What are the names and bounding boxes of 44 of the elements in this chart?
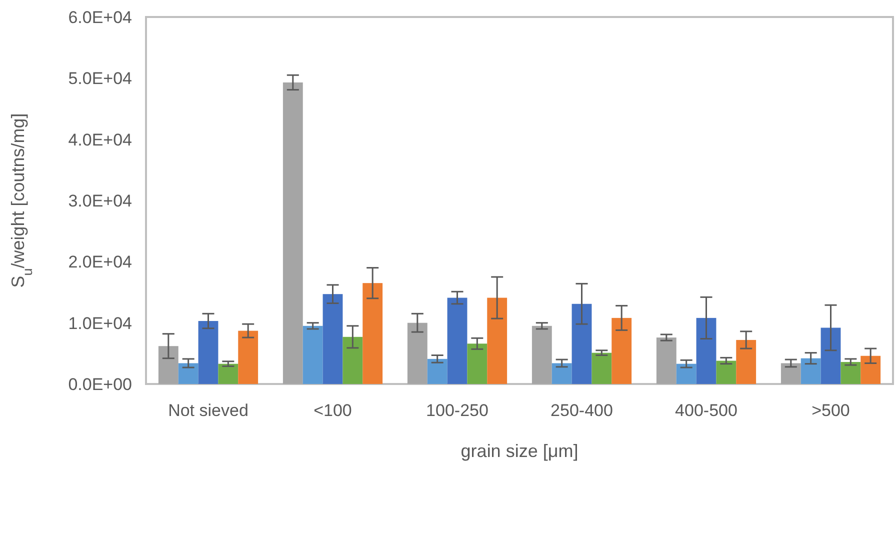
bar [407,322,428,384]
bar [736,340,756,384]
bar [696,318,716,384]
bar [362,283,383,384]
bar [322,294,343,384]
x-tick-label: 400-500 [675,401,738,420]
bar [572,304,592,384]
bar [592,352,612,384]
bar [656,338,676,384]
bar [676,364,696,384]
y-tick-label: 3.0E+04 [68,191,132,210]
bar [716,360,736,384]
y-tick-label: 2.0E+04 [68,252,132,272]
bar [427,358,448,384]
bar [820,328,841,384]
bar [158,346,178,384]
bar [840,362,861,384]
bar [780,363,801,384]
x-tick-label: 100-250 [426,401,488,420]
x-tick-label: >500 [812,401,850,420]
x-axis-title: grain size [μm] [460,441,578,461]
bar [860,356,881,384]
bar [800,358,821,384]
bar [612,318,632,384]
x-tick-label: Not sieved [168,401,248,420]
y-tick-label: 1.0E+04 [68,314,132,333]
bar [467,344,488,384]
x-tick-label: 250-400 [550,401,613,420]
x-tick-label: <100 [314,401,352,420]
bar [198,321,218,384]
bar [552,363,572,384]
y-tick-label: 5.0E+04 [68,69,132,88]
bar [487,298,508,384]
bar [218,364,238,384]
y-tick-label: 4.0E+04 [68,130,132,150]
bar [282,82,303,384]
y-tick-label: 0.0E+00 [68,374,132,394]
bar [342,336,363,384]
bar [238,330,258,384]
y-tick-label: 6.0E+04 [68,8,132,27]
bar [302,326,323,384]
bar [178,363,198,384]
bar [532,326,552,384]
bar [447,298,468,384]
